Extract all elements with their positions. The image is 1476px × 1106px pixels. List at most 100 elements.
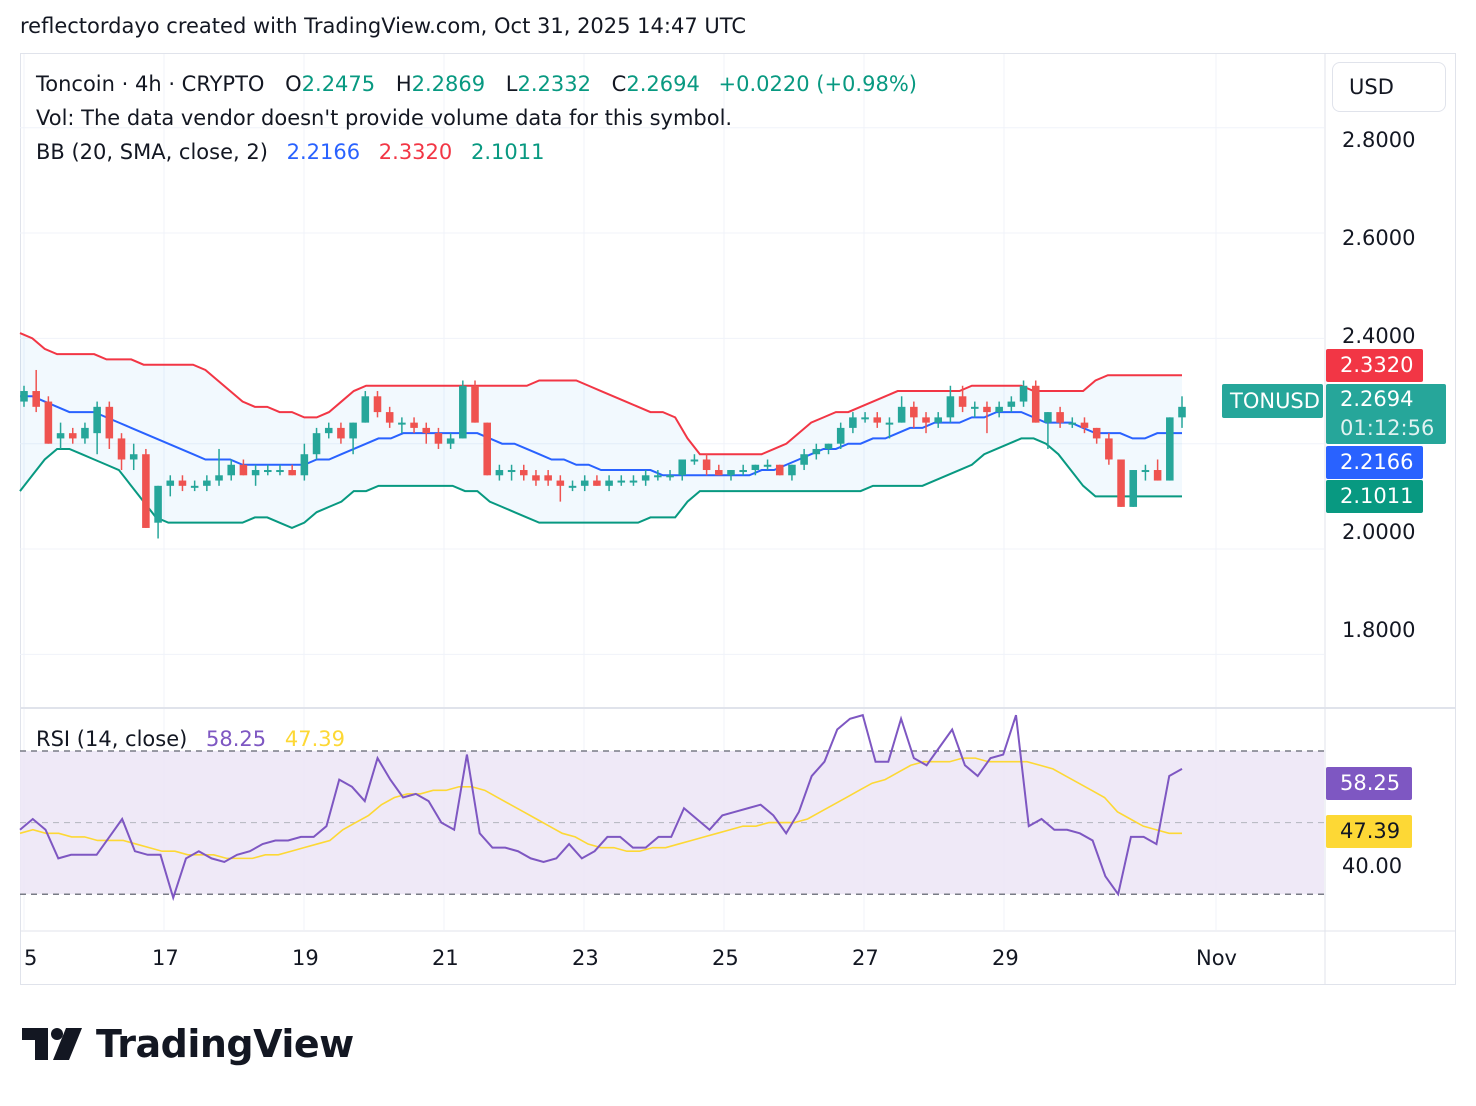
- candle-body: [190, 485, 199, 488]
- time-tick: 19: [292, 946, 319, 970]
- candle: [532, 470, 540, 486]
- candle: [154, 485, 162, 539]
- low-value: 2.2332: [517, 72, 591, 96]
- candle-body: [398, 422, 406, 425]
- candle-body: [556, 480, 565, 486]
- chart-frame: [20, 53, 1456, 985]
- candle-body: [495, 470, 504, 476]
- symbol-name[interactable]: Toncoin · 4h · CRYPTO: [36, 72, 265, 96]
- candle-body: [324, 427, 333, 434]
- time-tick: 5: [24, 946, 38, 970]
- candle-body: [532, 475, 540, 481]
- candle-body: [410, 422, 418, 428]
- candle: [763, 459, 772, 471]
- candle: [446, 433, 455, 449]
- candle: [1166, 417, 1174, 481]
- candle-body: [361, 396, 370, 423]
- volume-legend: Vol: The data vendor doesn't provide vol…: [36, 106, 733, 130]
- candle-body: [20, 391, 28, 402]
- candle: [312, 427, 321, 460]
- candle-body: [81, 427, 89, 439]
- candle: [434, 427, 443, 449]
- currency-selector[interactable]: USD: [1332, 62, 1446, 112]
- candle: [519, 464, 528, 481]
- symbol-legend: Toncoin · 4h · CRYPTO O2.2475 H2.2869 L2…: [36, 72, 917, 96]
- candle: [824, 443, 833, 455]
- candle: [1007, 396, 1016, 413]
- candle-body: [800, 454, 808, 465]
- low-label: L: [505, 72, 518, 96]
- bb-label: BB (20, SMA, close, 2): [36, 140, 268, 164]
- candle-body: [1031, 385, 1040, 423]
- candle: [117, 433, 126, 471]
- candle: [166, 475, 175, 497]
- candle-body: [873, 417, 882, 423]
- candle-body: [958, 396, 967, 407]
- price-tick: 2.6000: [1342, 226, 1416, 250]
- candle-body: [251, 470, 260, 476]
- candle: [349, 422, 357, 455]
- candle: [580, 475, 589, 492]
- candle-body: [215, 475, 223, 481]
- candle: [995, 401, 1003, 418]
- candle: [727, 470, 735, 481]
- candle-body: [178, 480, 187, 486]
- candle-body: [678, 459, 687, 476]
- time-tick: 29: [992, 946, 1019, 970]
- candle-body: [1007, 401, 1016, 407]
- candle: [142, 448, 150, 528]
- candle-body: [580, 480, 589, 486]
- candle-body: [1141, 470, 1150, 473]
- last-price-tag: 2.2694 01:12:56: [1326, 384, 1446, 444]
- candle-body: [44, 401, 53, 444]
- candle-body: [422, 427, 431, 434]
- open-value: 2.2475: [301, 72, 376, 96]
- candle-body: [1153, 470, 1162, 481]
- candle-body: [227, 464, 235, 476]
- candle: [44, 396, 53, 444]
- candle-body: [166, 480, 175, 486]
- candle: [1092, 427, 1101, 444]
- candle-body: [300, 454, 309, 476]
- candle-body: [1092, 427, 1101, 439]
- tradingview-logo[interactable]: TradingView: [22, 1022, 354, 1066]
- candle: [300, 443, 309, 481]
- candle: [897, 396, 906, 423]
- candle-body: [715, 470, 723, 476]
- candle-body: [434, 433, 443, 444]
- candle-body: [264, 470, 272, 473]
- open-label: O: [285, 72, 302, 96]
- bb-legend[interactable]: BB (20, SMA, close, 2) 2.2166 2.3320 2.1…: [36, 140, 544, 164]
- candle: [849, 412, 857, 434]
- rsi-legend[interactable]: RSI (14, close) 58.25 47.39: [36, 727, 345, 751]
- candle-body: [446, 438, 455, 444]
- candle: [910, 401, 918, 428]
- rsi-tag: 58.25: [1326, 767, 1412, 800]
- candle-body: [1166, 417, 1174, 481]
- candle: [788, 464, 796, 481]
- candle: [20, 385, 28, 407]
- bb-lower-tag: 2.1011: [1326, 480, 1423, 513]
- candle: [751, 464, 760, 476]
- candle-body: [727, 470, 735, 476]
- candle: [666, 470, 674, 481]
- candle-body: [739, 470, 747, 473]
- candle: [1153, 459, 1162, 481]
- candle: [861, 412, 869, 423]
- candle: [958, 385, 967, 413]
- candle-body: [349, 422, 357, 439]
- candle-body: [1068, 422, 1077, 425]
- candle: [1105, 433, 1113, 465]
- candle-body: [654, 475, 662, 478]
- candle: [715, 464, 723, 476]
- candle-body: [1044, 412, 1052, 423]
- candle-body: [971, 406, 979, 409]
- candle: [556, 475, 565, 502]
- candle-body: [142, 454, 150, 528]
- candle: [568, 480, 577, 492]
- candle: [629, 475, 638, 486]
- bb-upper-tag: 2.3320: [1326, 349, 1423, 382]
- bb-band-area: [20, 333, 1182, 528]
- candle: [678, 459, 687, 481]
